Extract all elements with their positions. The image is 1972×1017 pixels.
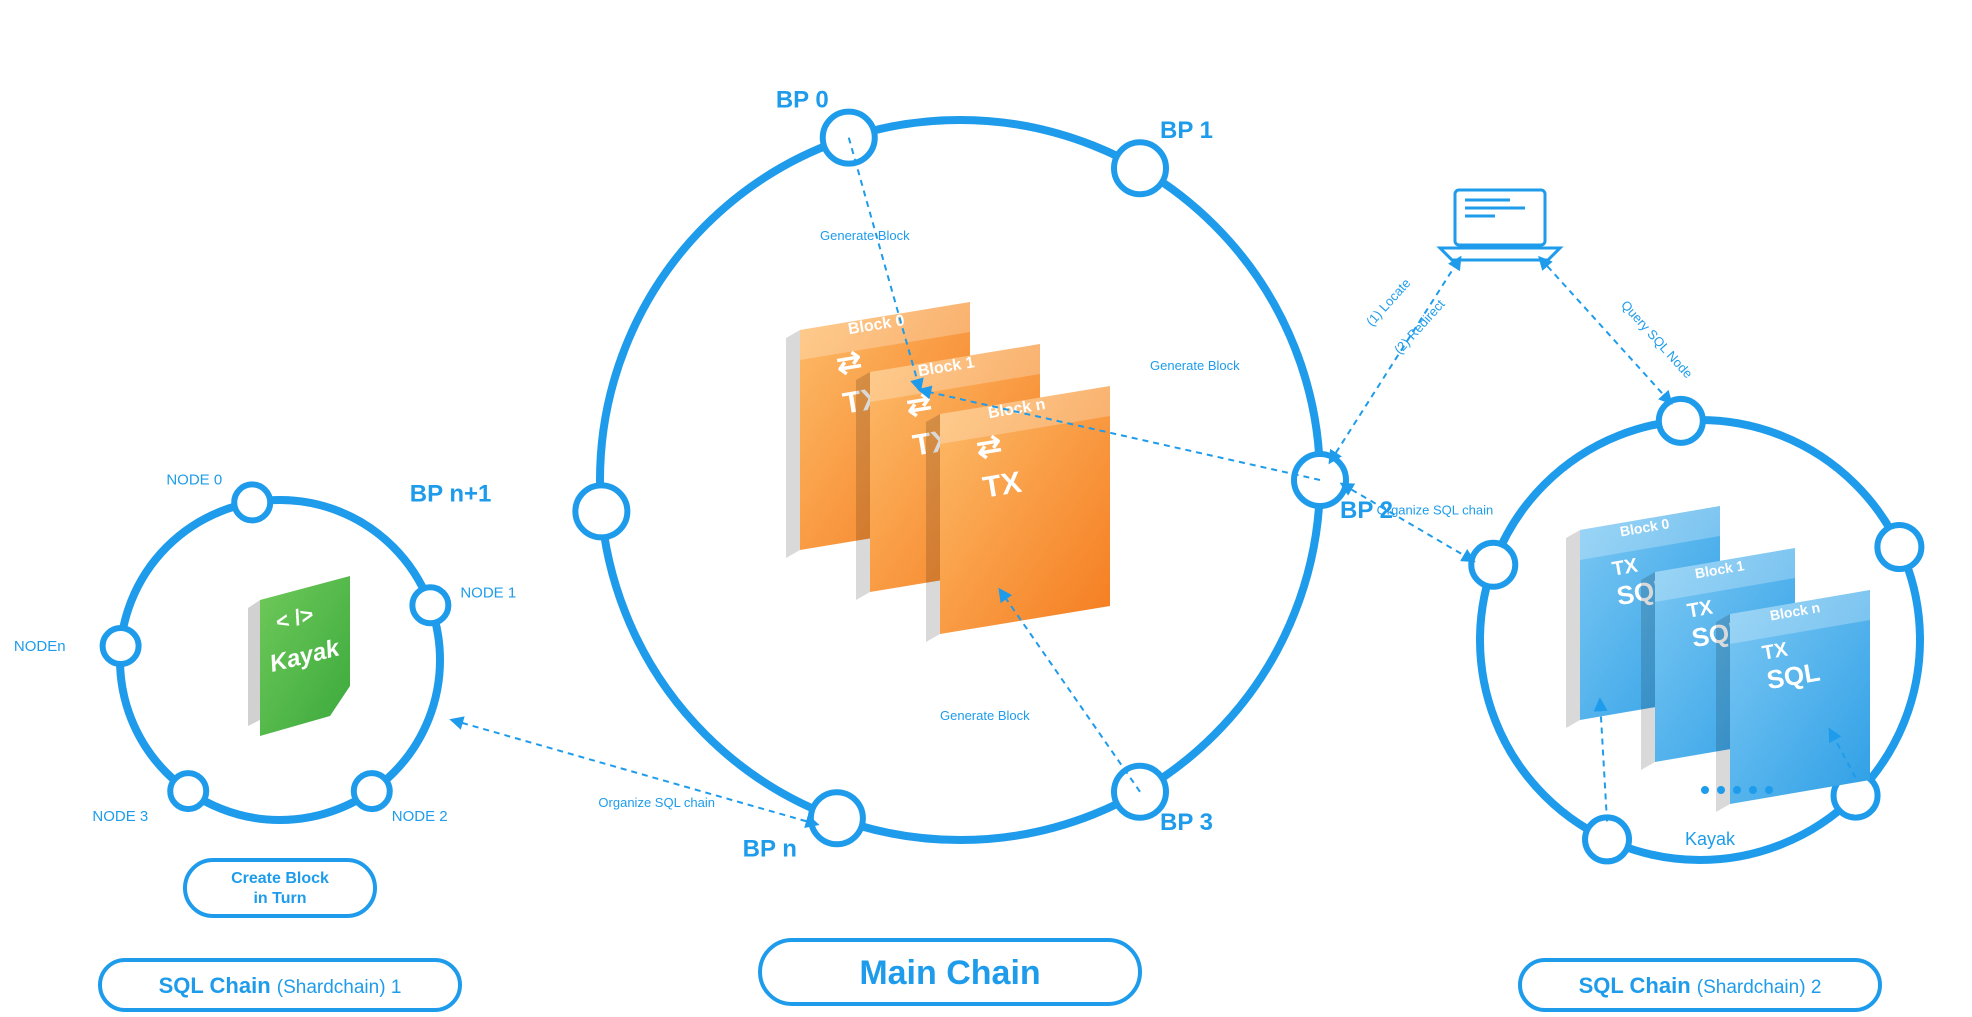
edge-label: Generate Block [1150,358,1240,373]
edge-label: Generate Block [940,708,1030,723]
main-chain-title: Main Chain [859,954,1040,992]
edge-label: (2) Redirect [1391,296,1448,357]
shard2-inner-edge [1600,700,1607,821]
shard1-node [103,628,139,664]
shard1-node [412,587,448,623]
shard2-node [1877,525,1921,569]
bp-node [1114,142,1166,194]
shard2-node [1585,817,1629,861]
create-block-label: in Turn [253,890,306,907]
create-block-label: Create Block [231,870,329,887]
svg-text:TX: TX [981,466,1024,505]
svg-text:TX: TX [1686,597,1716,623]
svg-text:TX: TX [1611,555,1641,581]
shard2-title: SQL Chain (Shardchain) 2 [1579,973,1822,998]
shard2-node [1471,543,1515,587]
laptop-icon [1440,190,1560,260]
kayak-card: < />Kayak [248,576,350,736]
shard1-node-label: NODE 0 [166,471,222,488]
shard2-node [1659,399,1703,443]
shard2-blocks: Block 0TXSQLBlock 1TXSQLBlock nTXSQL [1566,506,1870,812]
svg-text:TX: TX [1761,639,1791,665]
shard1-node-label: NODE 3 [92,808,148,825]
shard1-node-label: NODE 2 [392,808,448,825]
shard1-node-label: NODEn [14,638,66,655]
bp-node [575,485,627,537]
edge-label: Organize SQL chain [598,795,715,810]
kayak-label: Kayak [1685,829,1736,849]
shard1-node [234,484,270,520]
shard1-title: SQL Chain (Shardchain) 1 [159,973,402,998]
main-blocks: Block 0⇄TXBlock 1⇄TXBlock n⇄TX [786,302,1110,642]
bp-label: BP n+1 [410,480,492,507]
bp-label: BP 1 [1160,117,1213,144]
architecture-diagram: BP 0BP 1BP 2BP 3BP nBP n+1Block 0⇄TXBloc… [0,0,1972,1017]
bp-label: BP n [743,835,797,862]
edge-label: (1) Locate [1363,275,1413,329]
edge-label: Query SQL Node [1618,297,1696,381]
create-block-pill [185,860,375,916]
bp-label: BP 3 [1160,809,1213,836]
svg-text:⇄: ⇄ [834,345,864,382]
svg-text:⇄: ⇄ [974,429,1004,466]
shard1-node [170,773,206,809]
shard1-node-label: NODE 1 [460,584,516,601]
edge-label: Generate Block [820,228,910,243]
edge-label: Organize SQL chain [1377,502,1494,517]
bp-node [811,792,863,844]
bp-label: BP 0 [776,87,829,114]
shard1-node [354,773,390,809]
